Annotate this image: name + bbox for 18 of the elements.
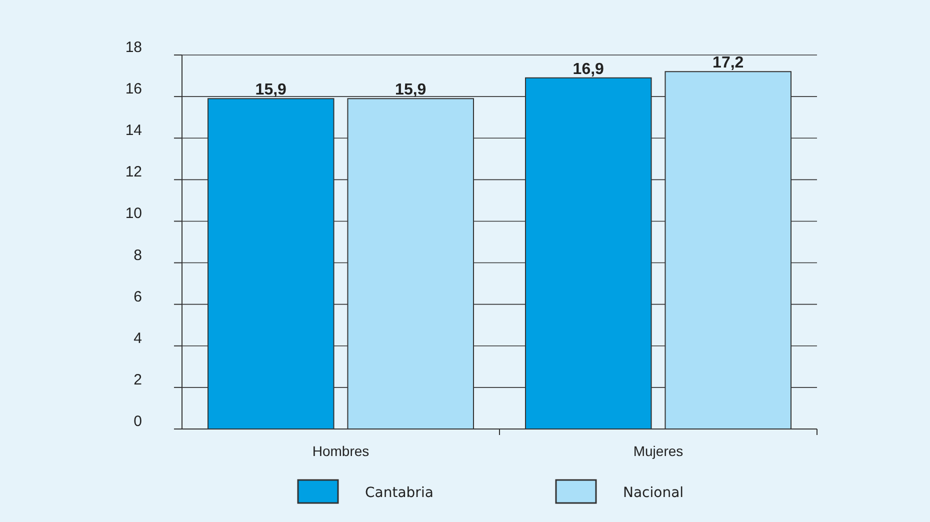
- y-tick-label: 4: [134, 330, 142, 347]
- x-tick-label: Hombres: [312, 443, 370, 459]
- y-tick-label: 10: [125, 205, 142, 222]
- y-tick-label: 12: [125, 164, 142, 181]
- data-label: 15,9: [395, 82, 426, 99]
- y-tick-label: 6: [134, 288, 142, 306]
- y-tick-label: 8: [134, 246, 142, 264]
- y-tick-label: 16: [125, 80, 142, 98]
- x-tick-label: Mujeres: [633, 443, 684, 459]
- y-tick-label: 14: [125, 122, 142, 140]
- y-tick-label: 18: [125, 39, 142, 56]
- data-label: 15,9: [255, 82, 287, 99]
- y-tick-label: 2: [134, 371, 142, 388]
- data-label: 16,9: [572, 60, 604, 78]
- data-label: 17,2: [712, 54, 744, 72]
- legend-label: Nacional: [623, 485, 684, 501]
- legend-label: Cantabria: [365, 485, 434, 501]
- y-tick-label: 0: [134, 413, 142, 430]
